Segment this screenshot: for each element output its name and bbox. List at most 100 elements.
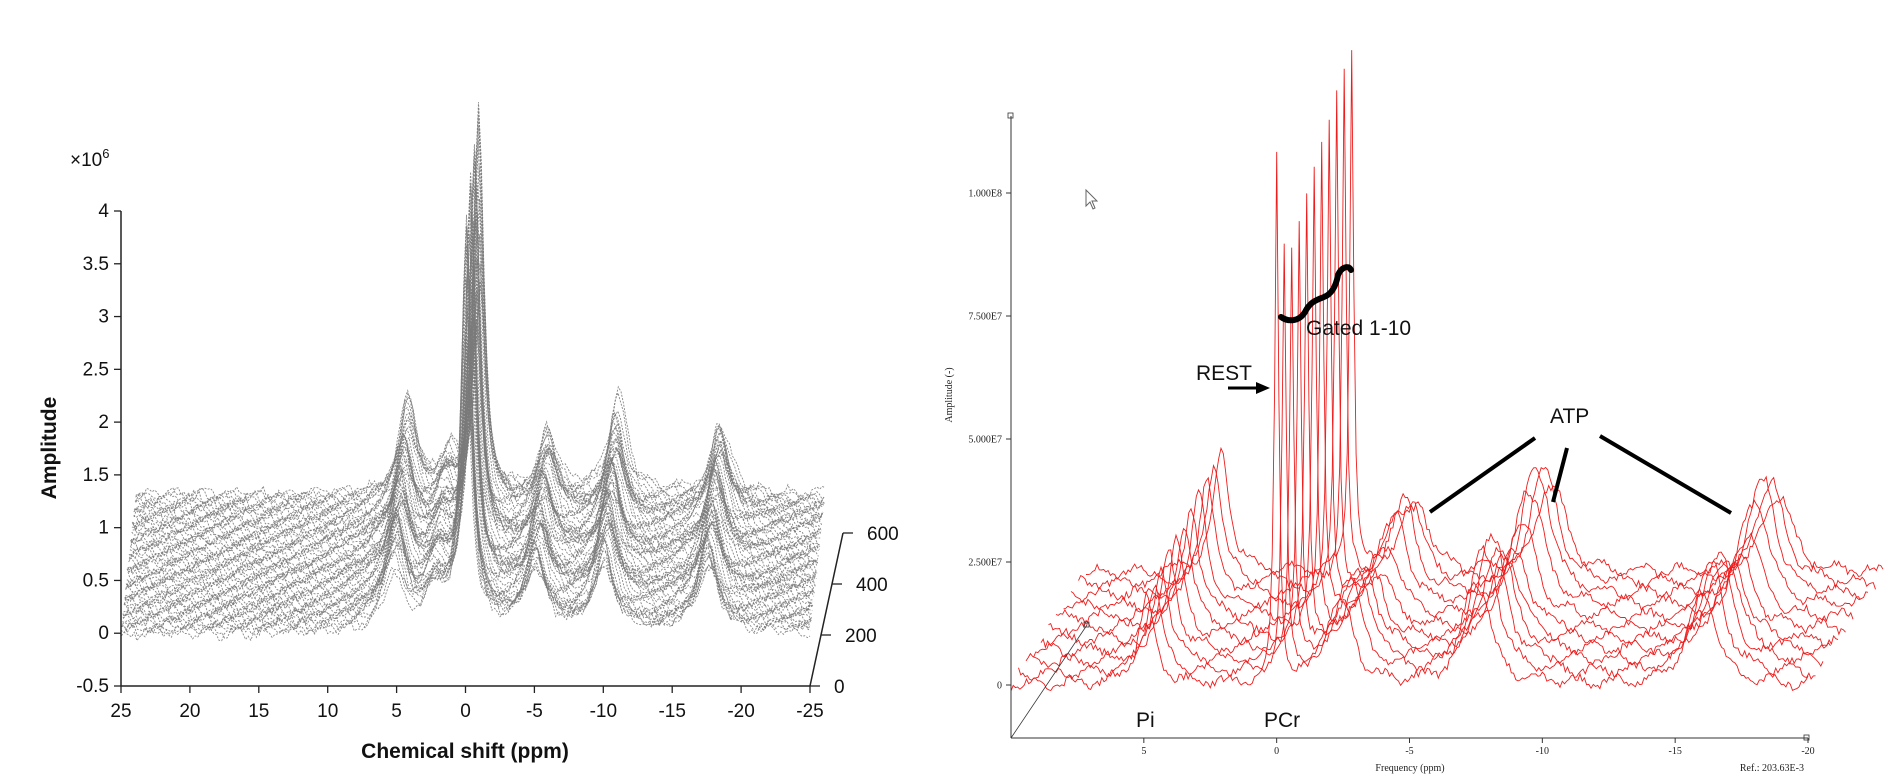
left-z-tick-label: 400 [856, 575, 888, 596]
left-x-tick-group: 25 20 15 10 5 0 -5 -10 -15 -20 -25 [110, 686, 824, 722]
left-trace-line [125, 201, 815, 599]
right-trace-line [1078, 68, 1876, 590]
atp-pointer-left [1428, 436, 1537, 514]
left-trace-line [122, 226, 812, 630]
left-trace-line [127, 339, 817, 581]
right-trace-line [1085, 50, 1884, 580]
left-multiplier: ×106 [70, 146, 109, 171]
right-trace-line [1048, 166, 1846, 637]
right-x-tick-label: -15 [1668, 746, 1681, 757]
left-x-tick-label: 5 [391, 701, 402, 722]
left-trace-line [120, 326, 811, 642]
left-trace-line [122, 343, 813, 620]
left-z-tick-label: 200 [845, 626, 877, 647]
right-y-tick-group: 0 2.500E7 5.000E7 7.500E7 1.000E8 [968, 189, 1011, 692]
left-y-tick-label: 3.5 [83, 254, 109, 275]
left-trace-line [132, 289, 822, 536]
left-y-tick-group: -0.5 0 0.5 1 1.5 2 2.5 3 3.5 4 [76, 201, 121, 697]
right-waterfall-chart: 0 2.500E7 5.000E7 7.500E7 1.000E8 5 0 -5 -10 -15… [944, 50, 1884, 774]
left-trace-line [133, 107, 824, 518]
left-trace-line [121, 276, 811, 639]
left-trace-line [122, 268, 813, 625]
left-trace-line [130, 186, 820, 551]
right-x-tick-label: -10 [1536, 746, 1549, 757]
left-trace-line [128, 221, 819, 566]
left-z-tick-group: 0 200 400 600 [810, 524, 899, 698]
right-trace-line [1010, 151, 1809, 692]
right-x-axis-handle [1803, 734, 1810, 741]
left-trace-line [128, 264, 819, 568]
left-x-tick-label: 20 [179, 701, 200, 722]
left-trace-line [126, 249, 817, 587]
left-y-tick-label: 3 [98, 307, 109, 328]
right-x-tick-group: 5 0 -5 -10 -15 -20 [1141, 738, 1815, 757]
right-y-tick-label: 5.000E7 [968, 435, 1002, 446]
right-y-tick-label: 1.000E8 [968, 189, 1002, 200]
right-z-axis-line [1010, 624, 1088, 739]
left-z-tick-label: 600 [867, 524, 899, 545]
atp-pointer-right [1598, 434, 1733, 515]
left-trace-group [120, 102, 826, 642]
left-trace-line [125, 183, 816, 598]
left-trace-line [135, 234, 825, 510]
left-x-tick-label: 0 [460, 701, 471, 722]
left-trace-line [123, 399, 814, 614]
left-x-tick-label: 25 [110, 701, 131, 722]
left-trace-line [124, 278, 815, 604]
rest-arrow-icon [1256, 382, 1270, 394]
right-y-axis-label: Amplitude (-) [944, 367, 955, 422]
left-trace-line [129, 144, 820, 558]
left-trace-line [130, 219, 821, 549]
right-x-tick-label: -20 [1801, 746, 1814, 757]
left-trace-line [132, 258, 823, 532]
right-y-tick-label: 7.500E7 [968, 312, 1002, 323]
right-trace-line [1070, 90, 1869, 604]
left-trace-line [132, 182, 823, 528]
gated-annotation: Gated 1-10 [1306, 317, 1411, 340]
mouse-cursor-icon [1085, 188, 1099, 210]
right-trace-line [1033, 221, 1831, 658]
left-trace-line [127, 321, 817, 583]
right-y-tick-label: 0 [997, 681, 1002, 692]
right-trace-line [1018, 243, 1816, 681]
left-y-tick-label: 1.5 [83, 465, 109, 486]
left-trace-line [130, 292, 821, 546]
right-z-axis-handle [1083, 621, 1090, 628]
left-trace-line [133, 102, 824, 521]
left-x-axis-label: Chemical shift (ppm) [361, 740, 569, 763]
left-trace-line [129, 179, 819, 564]
right-x-axis-label: Frequency (ppm) [1375, 763, 1444, 774]
left-y-tick-label: -0.5 [76, 676, 109, 697]
left-trace-line [131, 318, 822, 538]
left-waterfall-chart: -0.5 0 0.5 1 1.5 2 2.5 3 3.5 4 25 20 15 10 5 0 -5 -10 -15… [38, 102, 899, 763]
left-y-tick-label: 0 [98, 623, 109, 644]
left-trace-line [135, 284, 826, 503]
right-trace-line [1025, 247, 1824, 669]
right-x-tick-label: 5 [1141, 746, 1146, 757]
gated-brace-icon [1278, 264, 1354, 324]
left-x-tick-label: 10 [317, 701, 338, 722]
left-y-tick-label: 1 [98, 518, 109, 539]
left-y-tick-label: 2.5 [83, 359, 109, 380]
left-y-tick-label: 4 [98, 201, 109, 222]
right-x-tick-label: 0 [1274, 746, 1279, 757]
right-trace-line [1040, 193, 1839, 649]
left-trace-line [123, 380, 814, 611]
left-trace-line [129, 156, 819, 562]
left-x-tick-label: -20 [727, 701, 754, 722]
left-x-tick-label: 15 [248, 701, 269, 722]
left-y-axis-label: Amplitude [38, 397, 61, 500]
left-x-tick-label: -15 [658, 701, 685, 722]
atp-annotation: ATP [1550, 405, 1589, 428]
right-x-tick-label: -5 [1405, 746, 1413, 757]
left-x-tick-label: -5 [526, 701, 543, 722]
left-y-tick-label: 2 [98, 412, 109, 433]
right-trace-group [1010, 50, 1884, 692]
right-trace-line [1055, 141, 1854, 626]
rest-annotation: REST [1196, 362, 1252, 385]
pi-annotation: Pi [1136, 709, 1155, 732]
pcr-annotation: PCr [1264, 709, 1300, 732]
left-z-axis-line [809, 532, 844, 687]
right-y-axis-handle [1007, 112, 1014, 119]
